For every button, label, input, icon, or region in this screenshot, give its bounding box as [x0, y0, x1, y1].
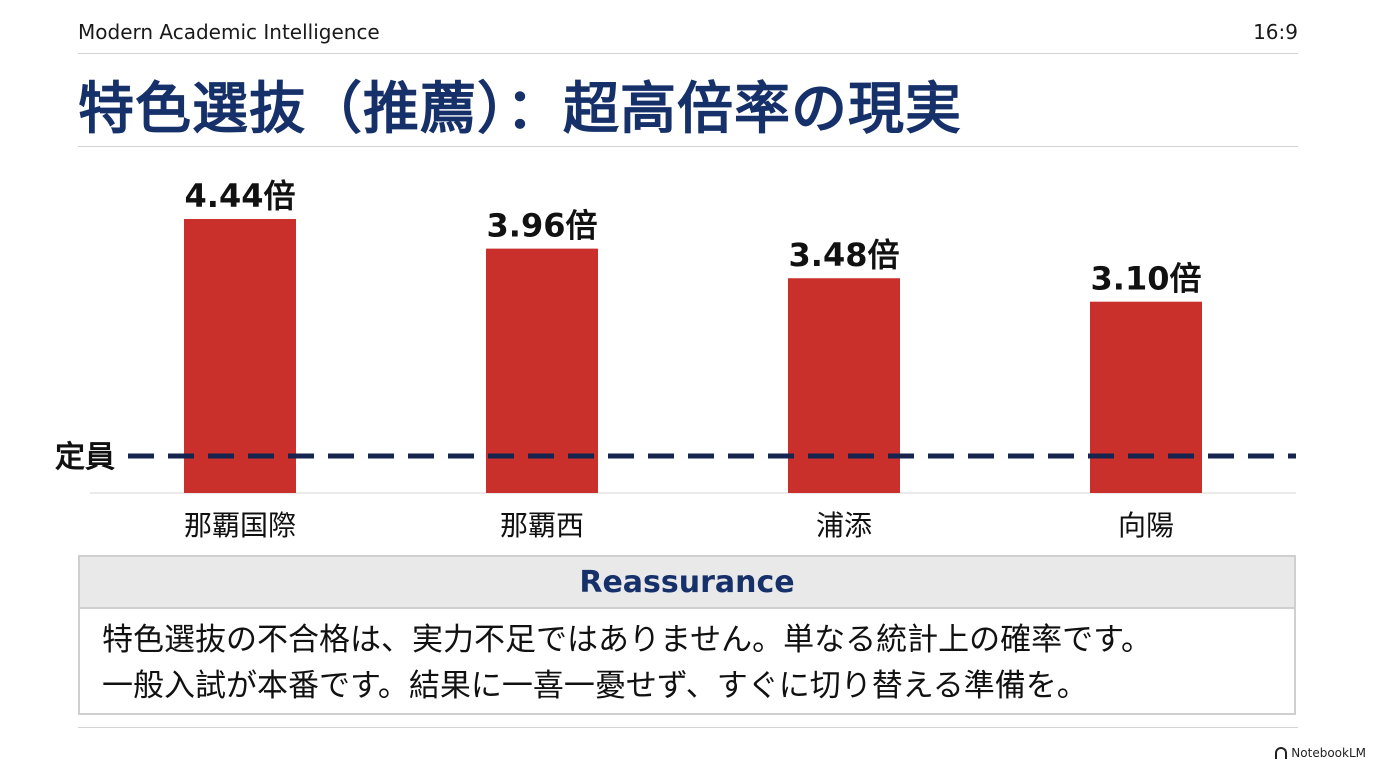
- panel-heading: Reassurance: [80, 557, 1294, 609]
- panel-body: 特色選抜の不合格は、実力不足ではありません。単なる統計上の確率です。 一般入試が…: [80, 609, 1294, 709]
- notebooklm-icon: [1275, 747, 1288, 759]
- bar-4: [1090, 301, 1202, 493]
- notebooklm-watermark: NotebookLM: [1275, 746, 1366, 760]
- bottom-divider: [78, 727, 1298, 728]
- bar-value-label-1: 4.44倍: [185, 177, 296, 215]
- bar-value-label-4: 3.10倍: [1091, 260, 1202, 298]
- bar-3: [788, 278, 900, 493]
- category-label-2: 那覇西: [500, 509, 584, 542]
- title-divider: [78, 146, 1298, 147]
- category-label-1: 那覇国際: [184, 509, 296, 542]
- panel-line-2: 一般入試が本番です。結果に一喜一憂せず、すぐに切り替える準備を。: [102, 668, 1088, 704]
- bar-2: [486, 248, 598, 493]
- category-label-4: 向陽: [1118, 509, 1174, 542]
- header-aspect: 16:9: [1253, 20, 1298, 44]
- page-title: 特色選抜（推薦）：超高倍率の現実: [78, 77, 962, 142]
- bar-1: [184, 219, 296, 493]
- panel-line-1: 特色選抜の不合格は、実力不足ではありません。単なる統計上の確率です。: [102, 622, 1152, 658]
- bar-value-label-2: 3.96倍: [487, 207, 598, 245]
- quota-label: 定員: [55, 440, 115, 475]
- bar-value-label-3: 3.48倍: [789, 236, 900, 274]
- header-brand: Modern Academic Intelligence: [78, 20, 380, 44]
- top-divider: [78, 53, 1298, 54]
- category-label-3: 浦添: [816, 509, 872, 542]
- reassurance-panel: Reassurance 特色選抜の不合格は、実力不足ではありません。単なる統計上…: [78, 555, 1296, 715]
- watermark-text: NotebookLM: [1291, 746, 1366, 760]
